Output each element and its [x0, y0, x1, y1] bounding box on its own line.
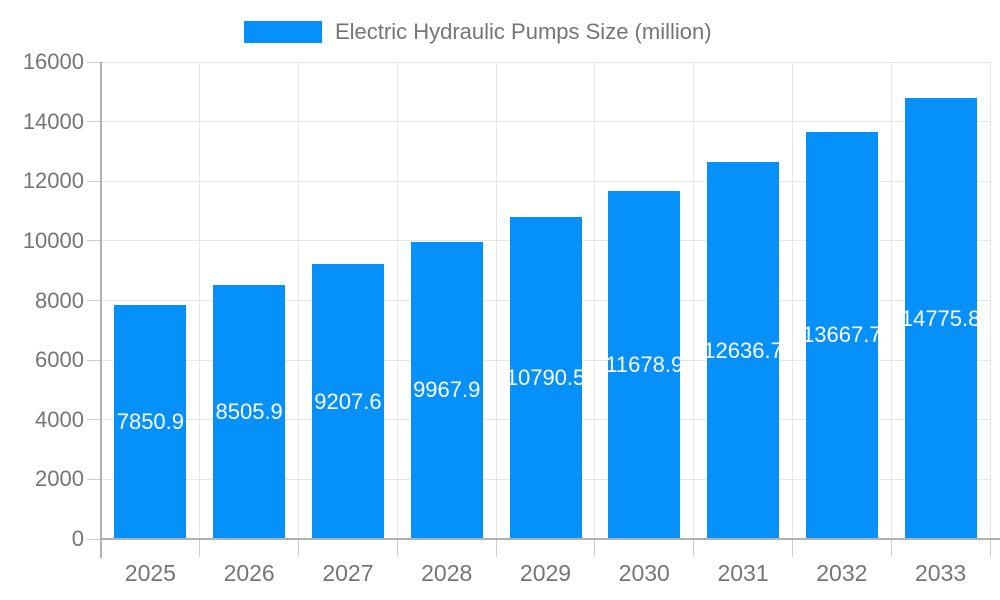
x-gridline — [298, 62, 300, 539]
bar[interactable]: 11678.9 — [608, 190, 681, 539]
y-tick-mark — [87, 538, 101, 540]
x-tick-label: 2028 — [421, 560, 473, 586]
bar-value-label: 12636.7 — [707, 337, 780, 363]
legend: Electric Hydraulic Pumps Size (million) — [244, 19, 712, 44]
bar[interactable]: 8505.9 — [213, 285, 286, 539]
y-tick-mark — [87, 121, 101, 123]
y-tick-mark — [87, 180, 101, 182]
y-gridline — [101, 61, 990, 63]
x-tick-label: 2027 — [322, 560, 374, 586]
x-gridline — [495, 62, 497, 539]
x-tick-mark — [989, 539, 991, 557]
x-tick-mark — [396, 539, 398, 557]
y-tick-label: 0 — [71, 526, 84, 551]
y-tick-label: 16000 — [22, 49, 84, 74]
x-tick-label: 2025 — [124, 560, 176, 586]
y-tick-mark — [87, 300, 101, 301]
x-gridline — [199, 62, 201, 539]
y-tick-label: 6000 — [35, 347, 84, 373]
x-tick-mark — [693, 539, 695, 557]
y-tick-mark — [87, 61, 101, 63]
x-tick-label: 2026 — [223, 560, 275, 586]
y-tick-mark — [87, 359, 101, 361]
bar-value-label: 13667.7 — [805, 322, 878, 348]
x-gridline — [791, 62, 793, 539]
y-gridline — [101, 180, 990, 182]
x-tick-mark — [890, 539, 892, 557]
bar[interactable]: 9207.6 — [311, 264, 384, 539]
bar-value-label: 7850.9 — [116, 408, 185, 434]
y-axis-line — [100, 62, 102, 558]
x-gridline — [693, 62, 695, 539]
bar-value-label: 11678.9 — [608, 351, 681, 377]
legend-label: Electric Hydraulic Pumps Size (million) — [335, 19, 712, 44]
y-tick-mark — [87, 478, 101, 480]
bar-value-label: 9207.6 — [314, 388, 382, 414]
bar[interactable]: 13667.7 — [805, 131, 878, 539]
y-tick-mark — [87, 419, 101, 421]
y-tick-label: 8000 — [35, 287, 84, 313]
x-gridline — [396, 62, 398, 539]
x-tick-mark — [791, 539, 793, 557]
bar-value-label: 8505.9 — [215, 399, 283, 425]
y-tick-label: 14000 — [22, 108, 84, 134]
bar-value-label: 14775.8 — [904, 305, 977, 331]
x-tick-label: 2032 — [816, 560, 868, 586]
x-tick-mark — [594, 539, 596, 557]
x-tick-label: 2029 — [519, 560, 572, 586]
y-tick-label: 2000 — [35, 466, 84, 492]
x-tick-mark — [199, 539, 201, 557]
bar[interactable]: 7850.9 — [114, 304, 187, 539]
bar[interactable]: 9967.9 — [410, 241, 483, 539]
bar-value-label: 10790.5 — [509, 365, 582, 391]
x-tick-mark — [298, 539, 300, 557]
x-tick-label: 2031 — [717, 560, 769, 586]
bar-value-label: 9967.9 — [413, 377, 481, 403]
y-gridline — [101, 121, 990, 123]
x-gridline — [989, 62, 991, 539]
x-gridline — [594, 62, 596, 539]
x-tick-label: 2030 — [618, 560, 670, 586]
bar[interactable]: 12636.7 — [707, 162, 780, 539]
x-tick-label: 2033 — [915, 560, 967, 586]
bar[interactable]: 10790.5 — [509, 217, 582, 539]
x-gridline — [890, 62, 892, 539]
bar[interactable]: 14775.8 — [904, 98, 977, 539]
x-tick-mark — [495, 539, 497, 557]
x-axis-line — [101, 538, 1000, 540]
y-tick-mark — [87, 240, 101, 242]
y-tick-label: 12000 — [22, 168, 84, 194]
legend-color-swatch — [244, 21, 322, 43]
y-tick-label: 10000 — [22, 227, 84, 253]
y-tick-label: 4000 — [35, 406, 84, 432]
